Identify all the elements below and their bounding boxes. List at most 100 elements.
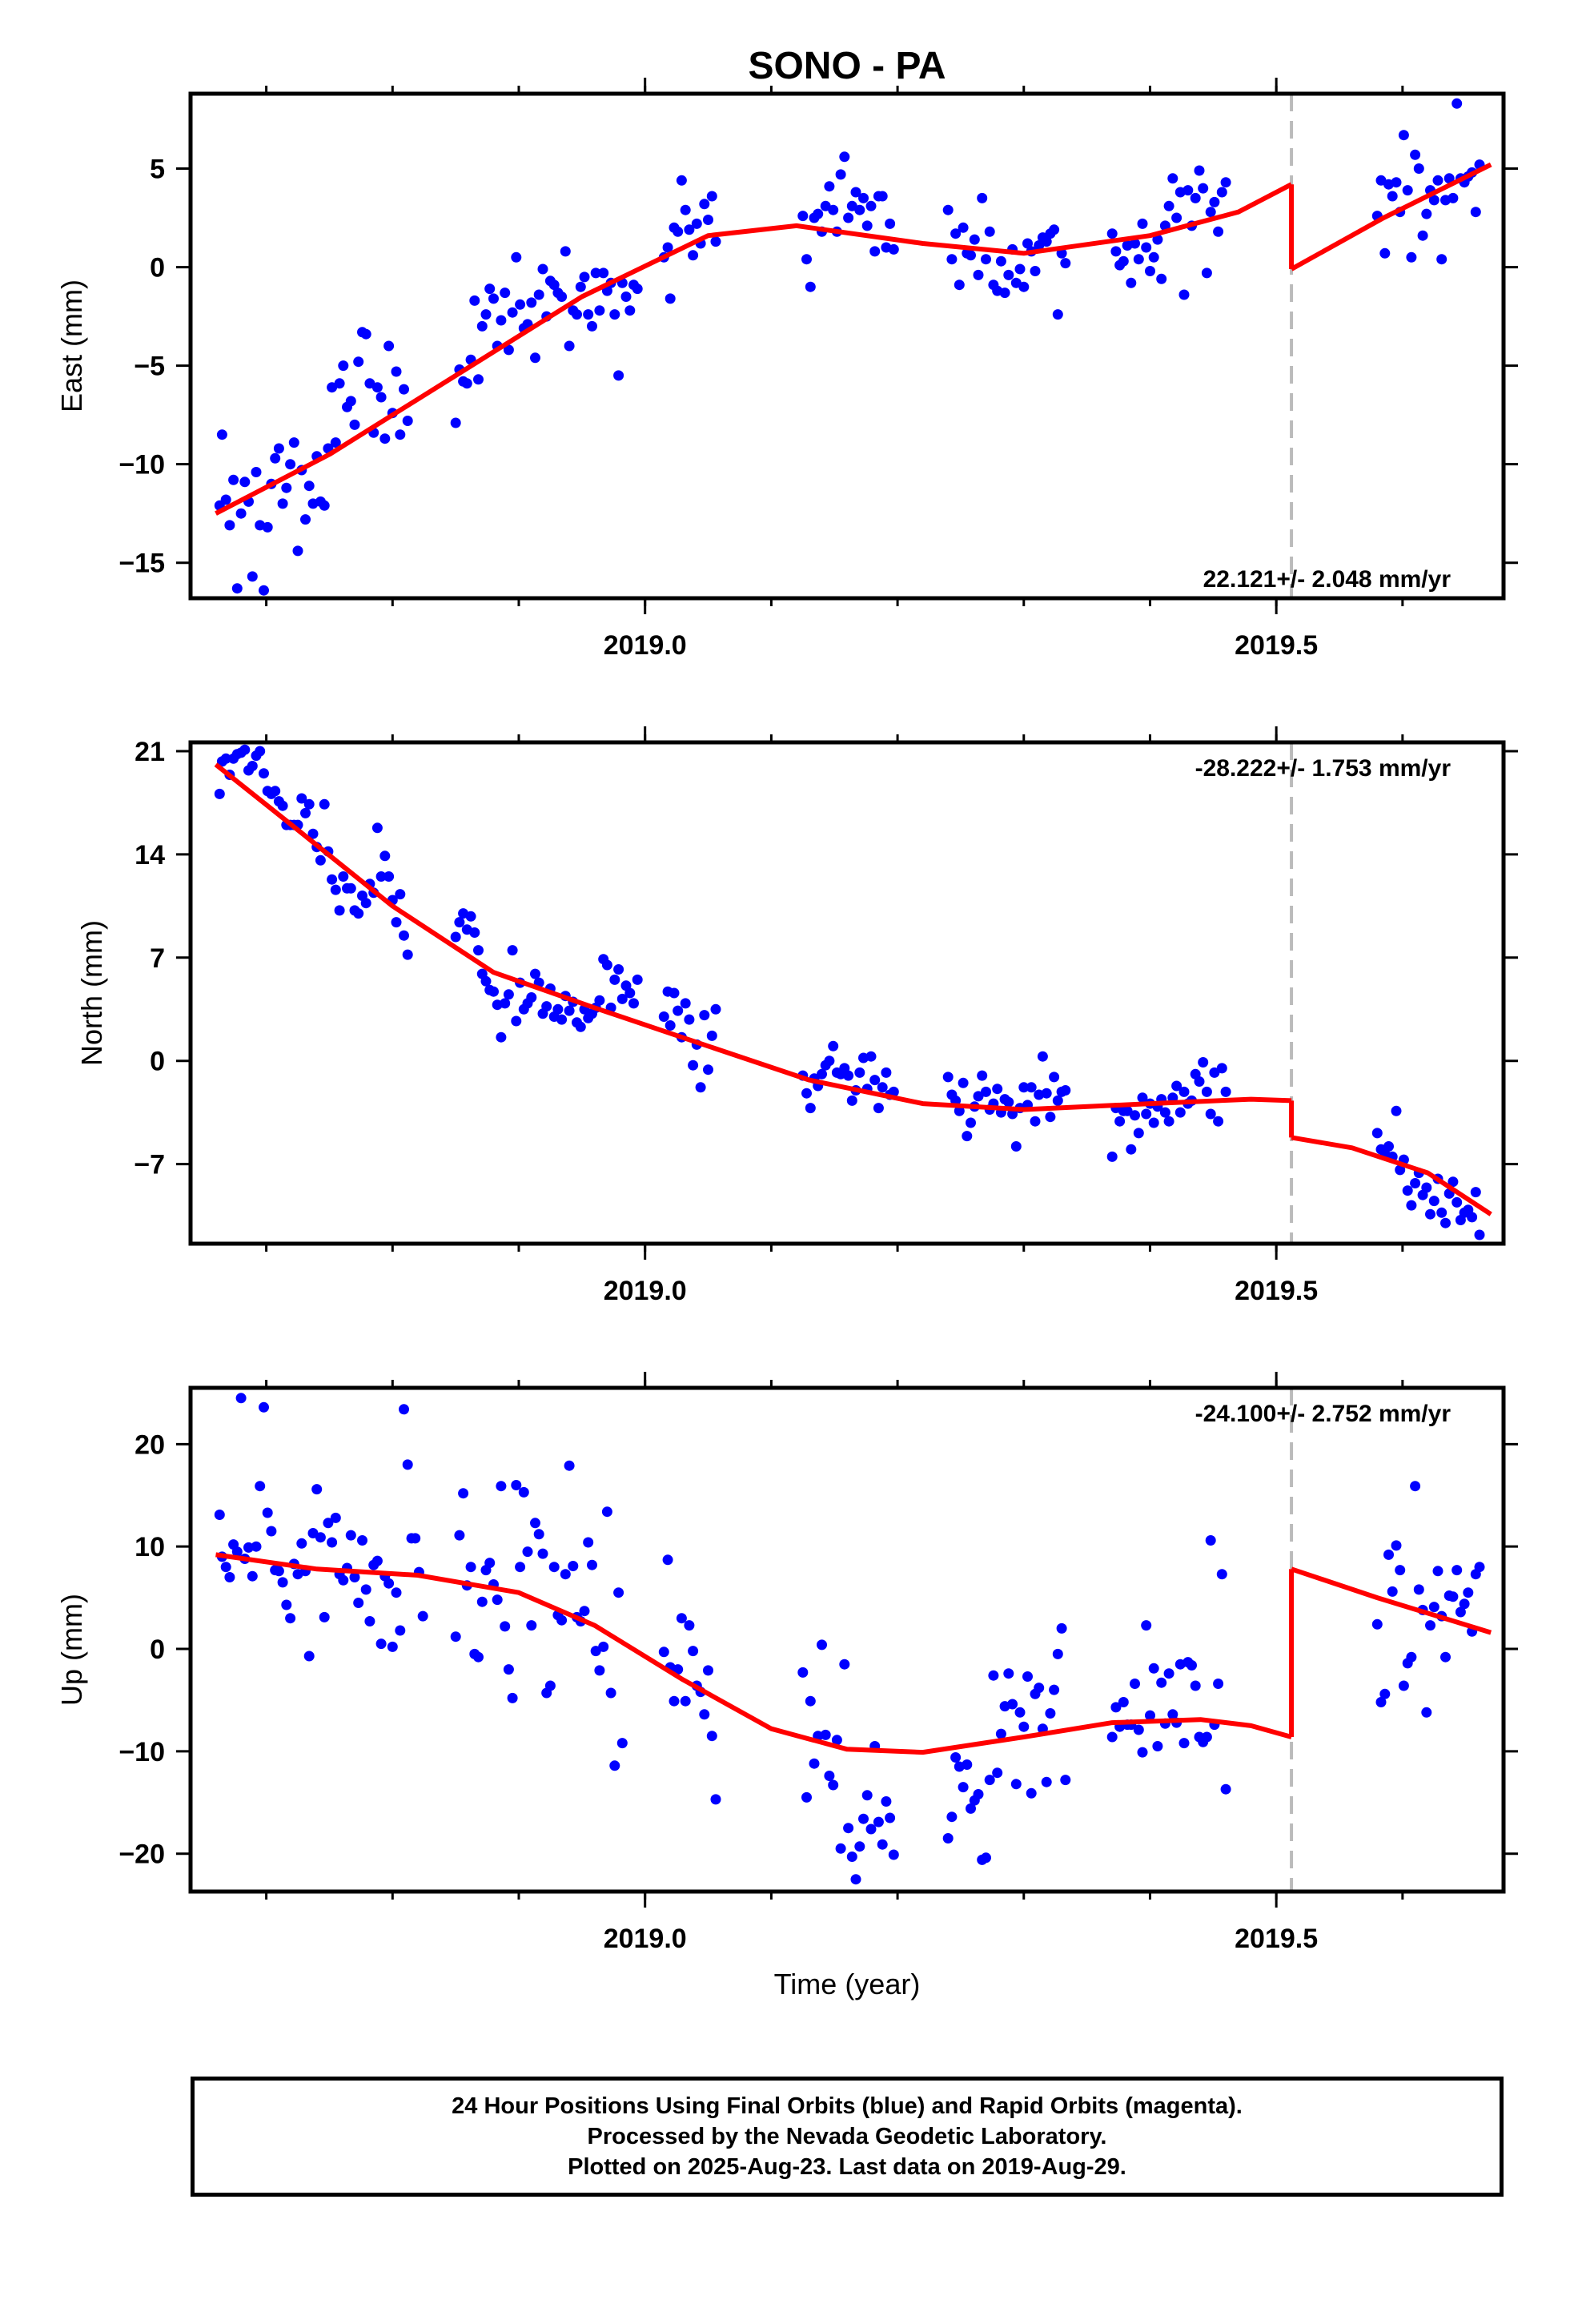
up-data-point (511, 1480, 522, 1490)
east-data-point (488, 293, 499, 304)
east-data-point (511, 251, 522, 263)
east-data-point (620, 292, 632, 302)
up-data-point (1056, 1622, 1067, 1634)
north-data-point (319, 798, 330, 810)
north-data-point (1010, 1141, 1022, 1152)
up-data-point (973, 1789, 984, 1799)
up-data-point (1060, 1775, 1071, 1786)
north-data-point (888, 1086, 899, 1097)
north-data-point (962, 1131, 973, 1142)
north-data-point (877, 1082, 888, 1093)
up-data-point (1459, 1598, 1470, 1610)
north-data-point (1452, 1196, 1463, 1208)
north-data-point (465, 911, 476, 922)
up-data-point (402, 1459, 413, 1470)
north-data-point (1037, 1051, 1048, 1062)
north-data-point (327, 874, 338, 885)
east-data-point (958, 222, 969, 233)
north-data-point (371, 822, 383, 834)
north-data-point (1220, 1086, 1231, 1097)
east-data-point (1030, 266, 1041, 276)
up-data-point (281, 1599, 292, 1610)
east-data-point (507, 307, 518, 318)
east-y-tick-label: −15 (118, 549, 165, 579)
up-data-point (450, 1631, 461, 1642)
north-data-point (699, 1010, 710, 1021)
up-data-point (1406, 1651, 1417, 1663)
up-data-point (797, 1667, 809, 1678)
east-data-point (1213, 226, 1224, 237)
up-data-point (1371, 1618, 1383, 1630)
north-data-point (1428, 1196, 1439, 1207)
east-data-point (349, 419, 360, 430)
up-data-point (850, 1874, 861, 1885)
up-data-point (1156, 1677, 1167, 1688)
north-data-point (1045, 1112, 1056, 1123)
north-data-point (805, 1103, 816, 1114)
east-data-point (1159, 220, 1170, 231)
up-data-point (349, 1572, 360, 1582)
east-data-point (950, 228, 962, 239)
north-data-point (1371, 1128, 1383, 1139)
up-data-point (1474, 1562, 1485, 1573)
north-data-point (1018, 1082, 1030, 1093)
east-data-point (703, 215, 713, 225)
east-data-point (999, 287, 1010, 299)
up-data-point (846, 1852, 857, 1862)
north-data-point (303, 798, 315, 810)
north-data-point (1410, 1178, 1421, 1188)
up-data-point (311, 1484, 323, 1495)
up-data-point (946, 1811, 958, 1823)
east-data-point (609, 309, 620, 320)
north-data-point (1470, 1187, 1481, 1198)
north-data-point (632, 974, 643, 985)
up-data-point (214, 1510, 225, 1520)
east-data-point (869, 246, 881, 257)
east-data-point (828, 204, 839, 215)
up-data-point (537, 1548, 548, 1559)
north-x-tick-label: 2019.0 (604, 1276, 687, 1306)
up-data-point (888, 1849, 899, 1860)
east-data-point (515, 299, 526, 310)
north-data-point (1148, 1117, 1159, 1128)
up-data-point (1010, 1779, 1022, 1790)
east-data-point (1209, 196, 1220, 207)
up-data-point (500, 1621, 511, 1632)
up-data-point (473, 1651, 484, 1663)
north-data-point (1114, 1116, 1126, 1127)
north-data-point (1122, 1105, 1133, 1116)
up-data-point (1003, 1668, 1014, 1679)
east-data-point (1428, 195, 1439, 206)
east-data-point (1417, 230, 1428, 241)
east-data-point (1201, 267, 1212, 279)
north-data-point (846, 1095, 857, 1106)
up-data-point (476, 1596, 488, 1607)
east-data-point (273, 443, 284, 454)
east-data-point (239, 476, 251, 488)
east-data-point (537, 263, 548, 275)
up-data-point (1034, 1683, 1045, 1694)
east-frame (188, 91, 1506, 601)
north-data-point (869, 1075, 881, 1086)
east-data-point (338, 360, 349, 372)
east-data-point (526, 297, 537, 308)
up-data-point (492, 1594, 503, 1606)
east-data-point (680, 204, 691, 215)
east-data-point (1137, 218, 1148, 229)
east-data-point (533, 289, 544, 300)
east-data-point (1163, 200, 1174, 211)
up-data-point (560, 1569, 571, 1580)
east-data-point (334, 378, 345, 389)
east-data-point (969, 234, 980, 245)
east-data-point (662, 242, 673, 253)
north-data-point (1163, 1116, 1174, 1127)
up-data-point (579, 1606, 590, 1617)
east-data-point (835, 169, 846, 180)
north-data-point (1209, 1067, 1220, 1078)
up-data-point (465, 1562, 476, 1573)
up-data-point (1152, 1741, 1163, 1751)
up-data-point (323, 1518, 334, 1529)
up-data-point (843, 1823, 854, 1834)
north-data-point (669, 987, 680, 999)
